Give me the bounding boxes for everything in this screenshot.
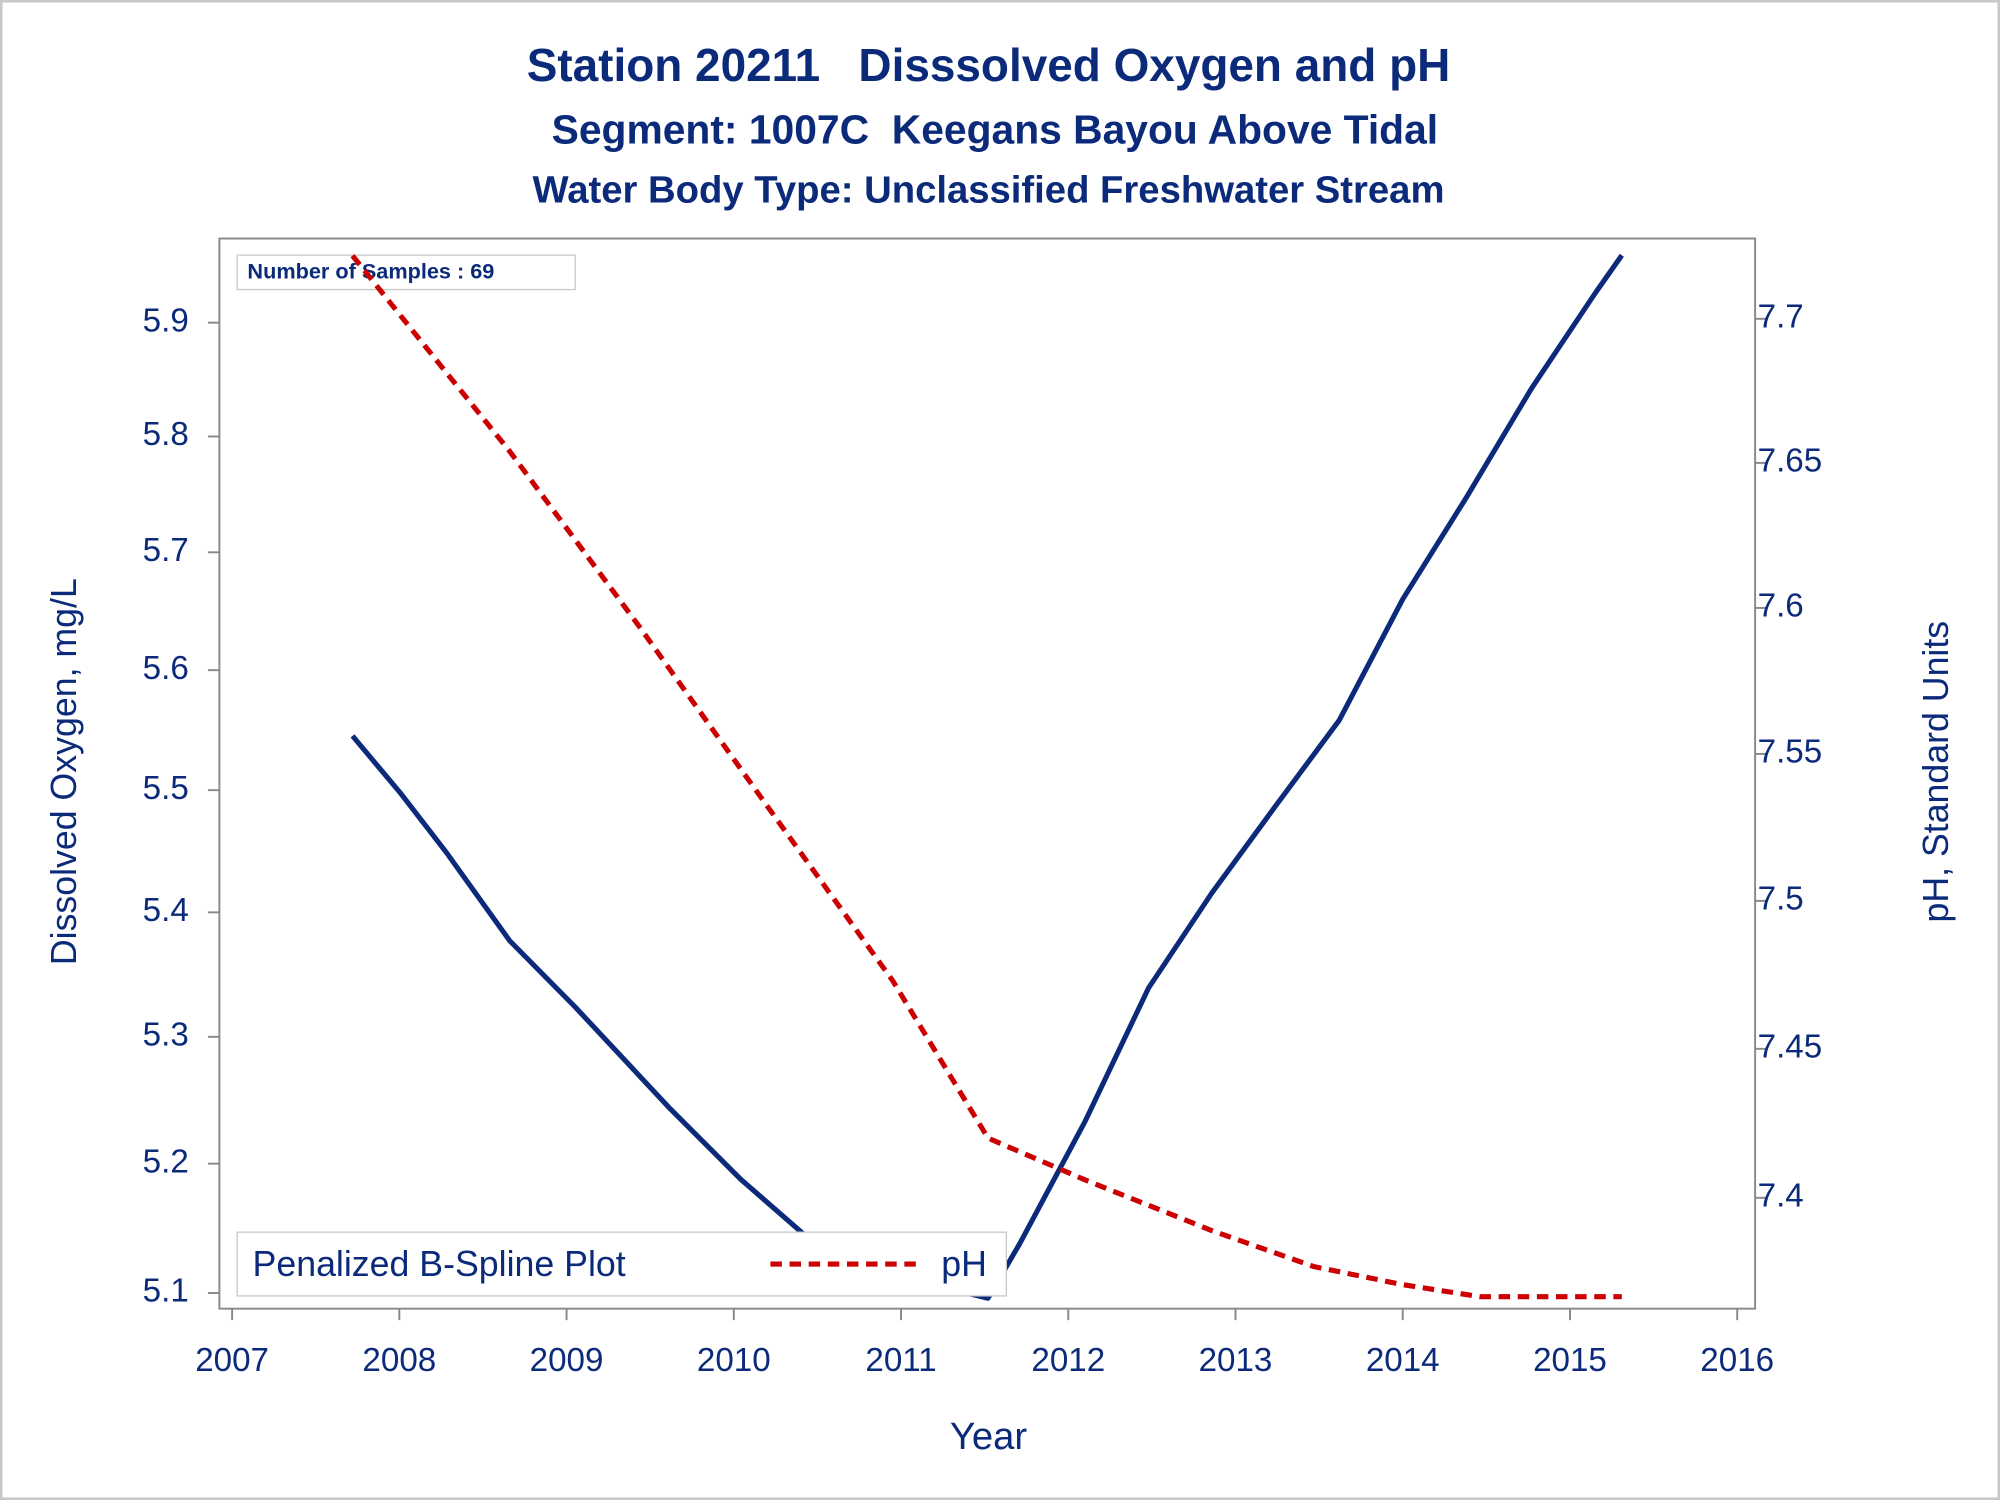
chart-title: Station 20211 Disssolved Oxygen and pH [527,39,1451,91]
x-tick-label: 2009 [530,1342,604,1379]
y-tick-label: 5.5 [143,770,189,807]
legend-label: pH [941,1244,987,1284]
legend-box [236,1231,1008,1297]
y-axis-label: Dissolved Oxygen, mg/L [44,578,84,965]
x-axis-label: Year [950,1415,1028,1458]
data-line [350,254,1622,1300]
y2-tick-label: 7.6 [1758,588,1804,625]
x-tick-label: 2008 [362,1342,436,1379]
x-tick-label: 2010 [697,1342,771,1379]
y-tick-label: 5.9 [143,302,189,339]
x-tick-label: 2011 [865,1342,936,1379]
chart-subtitle: Segment: 1007C Keegans Bayou Above Tidal [552,106,1438,152]
y-tick-label: 5.4 [143,892,189,929]
y-tick-label: 5.7 [143,532,189,569]
y-tick-label: 5.8 [143,416,189,453]
y2-axis-label: pH, Standard Units [1916,621,1956,923]
x-tick-label: 2007 [195,1342,269,1379]
x-tick-label: 2016 [1700,1342,1774,1379]
plot-frame [218,237,1757,1310]
y2-tick-label: 7.65 [1758,443,1823,480]
y2-tick-label: 7.4 [1758,1178,1804,1215]
annotation-box [236,254,576,291]
x-tick-label: 2013 [1199,1342,1273,1379]
y-tick-label: 5.2 [143,1143,189,1180]
y-tick-label: 5.3 [143,1017,189,1054]
x-tick-label: 2012 [1031,1342,1105,1379]
legend-title: Penalized B-Spline Plot [253,1244,626,1284]
y-tick-label: 5.1 [143,1273,189,1310]
chart-subtitle: Water Body Type: Unclassified Freshwater… [533,169,1445,212]
y2-tick-label: 7.7 [1758,299,1804,336]
y-tick-label: 5.6 [143,650,189,687]
x-tick-label: 2014 [1366,1342,1440,1379]
y2-tick-label: 7.5 [1758,881,1804,918]
y2-tick-label: 7.55 [1758,734,1823,771]
x-tick-label: 2015 [1533,1342,1607,1379]
y2-tick-label: 7.45 [1758,1029,1823,1066]
data-line [350,253,1624,1301]
